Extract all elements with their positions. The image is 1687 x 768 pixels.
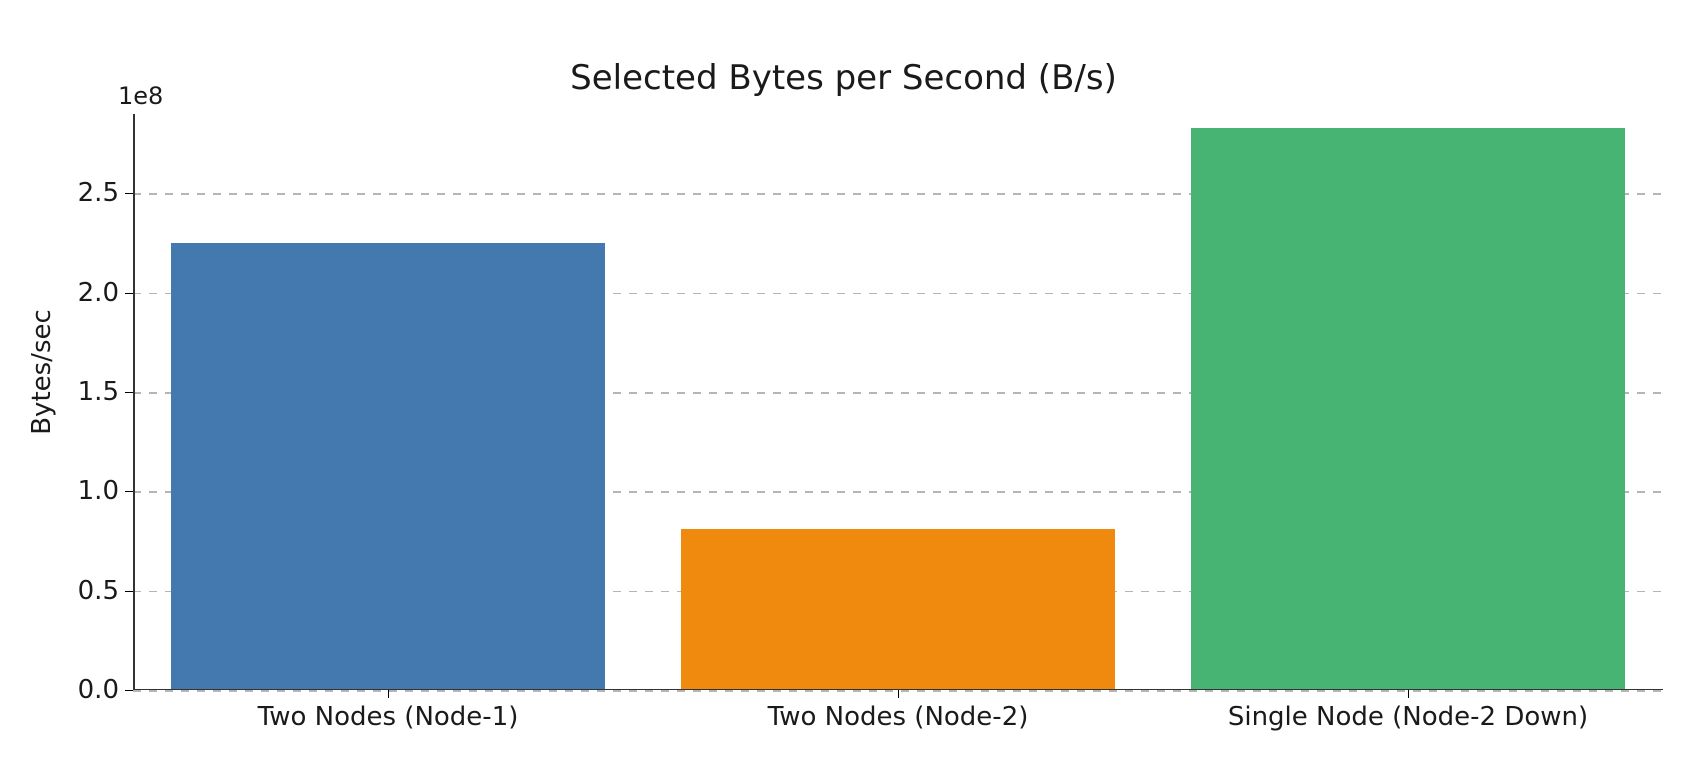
y-tick-mark bbox=[125, 591, 133, 592]
scientific-offset: 1e8 bbox=[118, 82, 163, 110]
x-axis-spine bbox=[133, 689, 1663, 691]
bar bbox=[171, 243, 605, 690]
y-tick-label: 0.5 bbox=[63, 576, 119, 606]
y-tick-label: 2.0 bbox=[63, 278, 119, 308]
bar bbox=[1191, 128, 1625, 690]
y-tick-label: 1.5 bbox=[63, 377, 119, 407]
y-axis-spine bbox=[133, 114, 135, 690]
x-tick-label: Two Nodes (Node-2) bbox=[768, 702, 1029, 732]
chart-container: Selected Bytes per Second (B/s) 1e8 Byte… bbox=[0, 0, 1687, 768]
chart-title: Selected Bytes per Second (B/s) bbox=[0, 58, 1687, 98]
y-tick-label: 2.5 bbox=[63, 178, 119, 208]
x-tick-label: Single Node (Node-2 Down) bbox=[1228, 702, 1588, 732]
x-tick-mark bbox=[388, 690, 389, 698]
y-tick-mark bbox=[125, 491, 133, 492]
x-tick-mark bbox=[898, 690, 899, 698]
x-tick-mark bbox=[1408, 690, 1409, 698]
y-tick-label: 1.0 bbox=[63, 476, 119, 506]
bar bbox=[681, 529, 1115, 690]
y-tick-mark bbox=[125, 690, 133, 691]
y-tick-mark bbox=[125, 193, 133, 194]
plot-area: 0.00.51.01.52.02.5Two Nodes (Node-1)Two … bbox=[133, 114, 1663, 690]
y-axis-label: Bytes/sec bbox=[27, 272, 57, 472]
y-tick-mark bbox=[125, 392, 133, 393]
x-tick-label: Two Nodes (Node-1) bbox=[258, 702, 519, 732]
y-tick-label: 0.0 bbox=[63, 675, 119, 705]
y-tick-mark bbox=[125, 293, 133, 294]
